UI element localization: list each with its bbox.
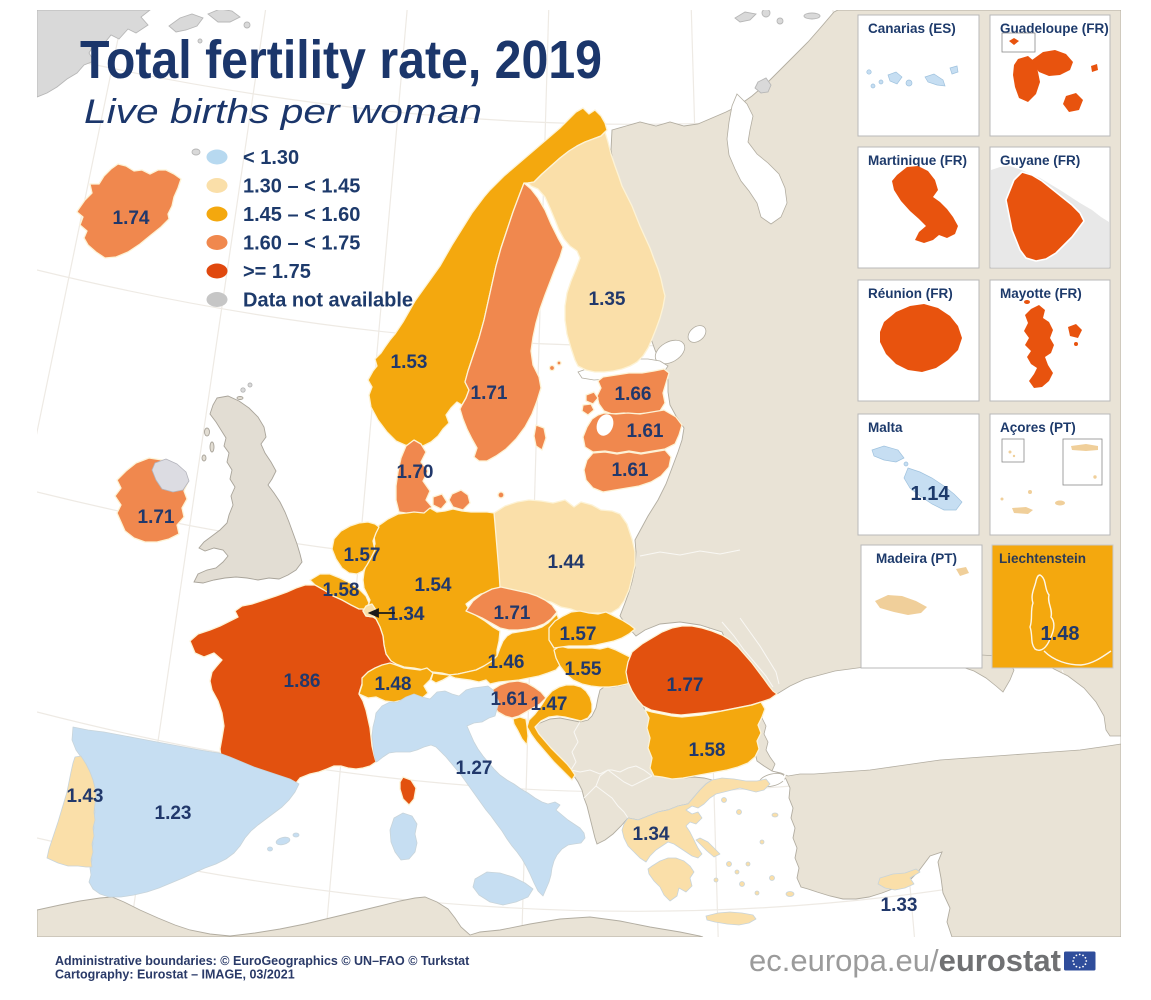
svg-text:Açores (PT): Açores (PT) <box>1000 420 1076 435</box>
svg-text:ec.europa.eu/eurostat: ec.europa.eu/eurostat <box>749 943 1061 978</box>
svg-text:1.44: 1.44 <box>548 552 585 573</box>
svg-text:Mayotte (FR): Mayotte (FR) <box>1000 286 1082 301</box>
svg-text:1.60 – < 1.75: 1.60 – < 1.75 <box>243 233 360 255</box>
svg-text:1.48: 1.48 <box>1041 623 1080 645</box>
svg-text:1.43: 1.43 <box>67 786 104 807</box>
svg-text:1.58: 1.58 <box>689 740 726 761</box>
svg-text:Liechtenstein: Liechtenstein <box>999 551 1086 566</box>
svg-text:1.54: 1.54 <box>415 575 452 596</box>
svg-text:1.66: 1.66 <box>615 384 652 405</box>
svg-text:Live births per woman: Live births per woman <box>84 93 482 131</box>
svg-text:1.86: 1.86 <box>284 671 321 692</box>
svg-text:1.47: 1.47 <box>531 694 568 715</box>
svg-text:1.48: 1.48 <box>375 674 412 695</box>
svg-text:1.70: 1.70 <box>397 462 434 483</box>
svg-text:1.57: 1.57 <box>560 624 597 645</box>
svg-text:Malta: Malta <box>868 420 903 435</box>
svg-text:1.71: 1.71 <box>138 507 175 528</box>
svg-text:1.45 – < 1.60: 1.45 – < 1.60 <box>243 204 360 226</box>
svg-text:>= 1.75: >= 1.75 <box>243 261 311 283</box>
svg-text:1.53: 1.53 <box>391 352 428 373</box>
svg-text:1.61: 1.61 <box>612 460 649 481</box>
svg-text:1.77: 1.77 <box>667 675 704 696</box>
svg-text:< 1.30: < 1.30 <box>243 147 299 169</box>
svg-text:1.30 – < 1.45: 1.30 – < 1.45 <box>243 176 360 198</box>
svg-text:Data not available: Data not available <box>243 290 413 312</box>
svg-text:Martinique (FR): Martinique (FR) <box>868 153 967 168</box>
svg-text:1.34: 1.34 <box>388 604 425 625</box>
svg-text:Réunion (FR): Réunion (FR) <box>868 286 953 301</box>
svg-text:1.61: 1.61 <box>627 421 664 442</box>
svg-text:Administrative boundaries: © E: Administrative boundaries: © EuroGeograp… <box>55 954 470 968</box>
svg-text:1.55: 1.55 <box>565 659 602 680</box>
svg-text:1.34: 1.34 <box>633 824 670 845</box>
svg-text:1.71: 1.71 <box>471 383 508 404</box>
svg-text:Guadeloupe (FR): Guadeloupe (FR) <box>1000 21 1109 36</box>
svg-text:1.57: 1.57 <box>344 545 381 566</box>
svg-text:1.71: 1.71 <box>494 603 531 624</box>
svg-text:Canarias (ES): Canarias (ES) <box>868 21 956 36</box>
svg-text:Cartography: Eurostat – IMAGE,: Cartography: Eurostat – IMAGE, 03/2021 <box>55 968 295 982</box>
svg-text:1.27: 1.27 <box>456 758 493 779</box>
svg-text:Total fertility rate, 2019: Total fertility rate, 2019 <box>80 30 602 90</box>
svg-text:Guyane (FR): Guyane (FR) <box>1000 153 1080 168</box>
svg-text:Madeira (PT): Madeira (PT) <box>876 551 957 566</box>
svg-text:1.46: 1.46 <box>488 652 525 673</box>
svg-text:1.33: 1.33 <box>881 895 918 916</box>
svg-text:1.58: 1.58 <box>323 580 360 601</box>
svg-text:1.61: 1.61 <box>491 689 528 710</box>
svg-text:1.23: 1.23 <box>155 803 192 824</box>
svg-text:1.35: 1.35 <box>589 289 626 310</box>
svg-text:1.74: 1.74 <box>113 208 150 229</box>
svg-text:1.14: 1.14 <box>911 483 951 505</box>
